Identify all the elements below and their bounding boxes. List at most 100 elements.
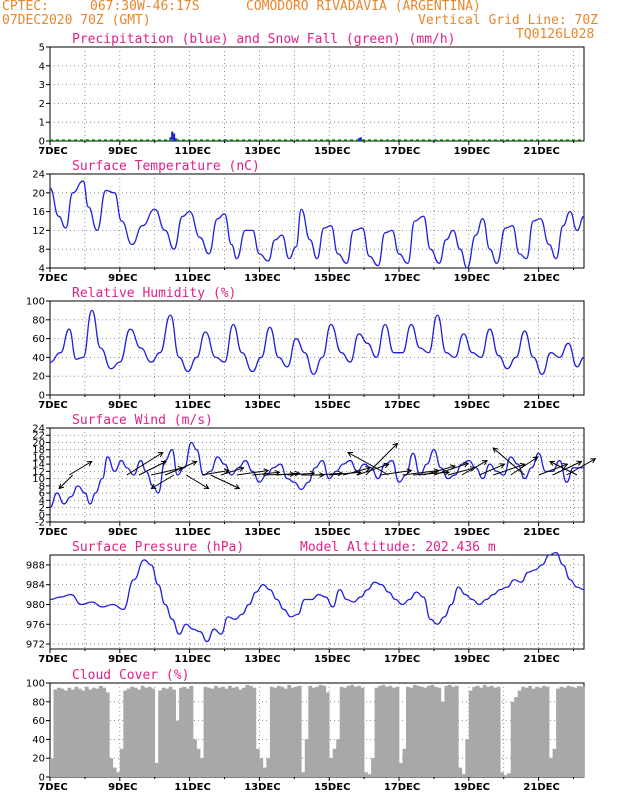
x-tick-label: 11DEC <box>174 782 210 793</box>
cloud-bar <box>95 688 100 777</box>
x-tick-label: 21DEC <box>523 146 559 157</box>
wind-arrow-head <box>463 461 470 468</box>
wind-arrow-head <box>223 468 230 474</box>
cloud-bar <box>475 685 480 777</box>
wind-arrow-head <box>157 451 164 458</box>
x-tick-label: 13DEC <box>244 273 280 284</box>
x-tick-label: 17DEC <box>384 782 420 793</box>
cloud-bar <box>283 688 288 777</box>
y-tick-label: 18 <box>32 445 45 456</box>
cloud-bar <box>290 687 295 777</box>
cloud-bar <box>77 688 82 777</box>
cloud-bar <box>203 686 208 777</box>
series-line <box>49 309 585 375</box>
cloud-bar <box>224 688 229 777</box>
x-tick-label: 21DEC <box>523 654 559 665</box>
y-tick-label: 984 <box>26 580 45 591</box>
cloud-bar <box>559 686 564 777</box>
cloud-bar <box>245 684 250 777</box>
cloud-bar <box>468 690 473 777</box>
cloud-bar <box>266 758 271 777</box>
x-tick-label: 7DEC <box>38 400 67 411</box>
cloud-bar <box>507 773 512 777</box>
wind-arrow <box>412 471 450 476</box>
header-coords: 067:30W-46:17S <box>90 0 200 14</box>
wind-arrow <box>315 472 343 476</box>
cloud-bar <box>444 685 449 777</box>
cloud-bar <box>426 685 431 777</box>
x-tick-label: 7DEC <box>38 273 67 284</box>
y-tick-label: 8 <box>39 481 45 492</box>
cloud-bar <box>207 687 211 777</box>
wind-arrow <box>538 463 568 476</box>
wind-arrow-head <box>150 483 157 490</box>
wind-arrow <box>138 461 167 476</box>
cloud-bar <box>472 686 477 777</box>
x-tick-label: 19DEC <box>454 782 490 793</box>
cloud-bar <box>259 758 264 777</box>
wind-arrow-head <box>576 460 583 466</box>
y-tick-label: 2 <box>39 503 45 514</box>
cloud-bar <box>430 684 435 777</box>
wind-arrow <box>201 470 229 476</box>
cloud-bar <box>273 687 278 777</box>
cloud-bar <box>399 762 403 777</box>
cloud-bar <box>451 686 456 777</box>
wind-arrow <box>447 467 476 476</box>
cloud-bar <box>297 685 302 777</box>
cloud-bar <box>315 686 320 777</box>
cloud-bar <box>318 684 323 777</box>
y-tick-label: 16 <box>32 207 45 218</box>
cloud-bar <box>433 686 438 777</box>
y-tick-label: 40 <box>32 735 45 746</box>
x-tick-label: 19DEC <box>454 654 490 665</box>
x-tick-label: 9DEC <box>108 782 137 793</box>
cloud-bar <box>479 687 484 777</box>
cloud-bar <box>350 684 354 777</box>
y-tick-label: 40 <box>32 353 45 364</box>
cloud-bar <box>60 688 65 777</box>
wind-arrow <box>510 456 538 476</box>
cloud-bar <box>336 739 340 777</box>
cloud-bar <box>381 684 386 777</box>
header-code: TQ0126L028 <box>516 27 595 42</box>
cloud-bar <box>423 687 428 777</box>
y-tick-label: 4 <box>39 264 45 275</box>
cloud-bar <box>301 772 306 777</box>
x-tick-label: 7DEC <box>38 654 67 665</box>
cloud-bar <box>378 685 382 777</box>
cloud-bar <box>489 685 494 777</box>
panel-title: Surface Pressure (hPa) <box>72 540 244 555</box>
cloud-bar <box>311 687 316 777</box>
cloud-bar <box>325 692 330 777</box>
wind-arrow <box>479 463 505 476</box>
wind-arrow <box>365 443 398 476</box>
wind-arrow <box>151 474 175 489</box>
y-tick-label: 80 <box>32 697 45 708</box>
cloud-bar <box>70 689 75 777</box>
cloud-bar <box>196 748 201 777</box>
y-tick-label: 0 <box>39 137 45 148</box>
y-tick-label: -2 <box>35 518 45 529</box>
wind-arrow-head <box>562 463 569 469</box>
cloud-bar <box>371 758 375 777</box>
cloud-bar <box>147 686 152 777</box>
wind-arrow-head <box>191 460 198 466</box>
series-line <box>49 180 585 269</box>
wind-arrow <box>461 460 488 476</box>
cloud-bar <box>144 687 149 777</box>
wind-arrow <box>276 472 300 476</box>
precip-bar <box>172 133 176 141</box>
cloud-bar <box>112 767 117 777</box>
wind-arrow-head <box>532 456 539 462</box>
y-tick-label: 14 <box>32 460 45 471</box>
y-tick-label: 16 <box>32 452 45 463</box>
panel-6: 0 20 40 60 80 100 7DEC 9DEC 11DEC 13DEC 15DEC 17DEC… <box>26 668 585 793</box>
x-tick-label: 11DEC <box>174 654 210 665</box>
cloud-bar <box>566 685 571 777</box>
wind-arrow-head <box>365 466 372 472</box>
panel-frame <box>49 46 585 142</box>
wind-arrow <box>68 461 92 476</box>
